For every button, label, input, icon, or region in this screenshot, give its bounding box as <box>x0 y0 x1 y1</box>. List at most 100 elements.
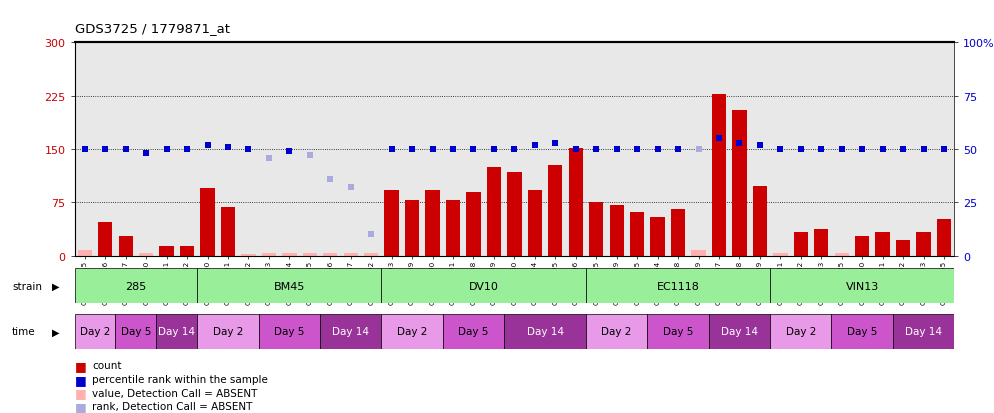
Point <box>629 146 645 153</box>
Bar <box>282 253 296 256</box>
Text: VIN13: VIN13 <box>846 281 879 291</box>
Point <box>465 146 481 153</box>
Point <box>281 149 297 155</box>
Bar <box>528 191 542 256</box>
Bar <box>75 268 197 304</box>
Bar <box>650 217 665 256</box>
Bar <box>442 314 504 349</box>
Point <box>896 146 911 153</box>
Text: count: count <box>92 361 122 370</box>
Text: Day 5: Day 5 <box>274 326 304 337</box>
Point <box>711 136 727 142</box>
Bar <box>692 250 706 256</box>
Text: value, Detection Call = ABSENT: value, Detection Call = ABSENT <box>92 388 257 398</box>
Bar <box>242 254 255 256</box>
Text: ■: ■ <box>75 400 86 413</box>
Bar <box>893 314 954 349</box>
Bar <box>589 203 603 256</box>
Bar <box>258 314 320 349</box>
Text: time: time <box>12 327 36 337</box>
Bar <box>159 247 174 256</box>
Bar <box>630 212 644 256</box>
Bar <box>507 172 522 256</box>
Bar <box>835 253 849 256</box>
Point <box>77 146 92 153</box>
Bar <box>75 314 115 349</box>
Text: ▶: ▶ <box>52 327 60 337</box>
Text: BM45: BM45 <box>273 281 305 291</box>
Text: EC1118: EC1118 <box>657 281 700 291</box>
Text: ■: ■ <box>75 386 86 399</box>
Point <box>548 140 564 147</box>
Point <box>732 140 747 147</box>
Bar <box>773 253 787 256</box>
Bar <box>916 233 930 256</box>
Bar <box>569 148 582 256</box>
Text: Day 14: Day 14 <box>527 326 564 337</box>
Bar <box>382 268 586 304</box>
Text: Day 14: Day 14 <box>158 326 196 337</box>
Bar <box>197 314 258 349</box>
Text: GDS3725 / 1779871_at: GDS3725 / 1779871_at <box>75 22 230 35</box>
Point <box>670 146 686 153</box>
Text: Day 14: Day 14 <box>721 326 758 337</box>
Text: rank, Detection Call = ABSENT: rank, Detection Call = ABSENT <box>92 401 252 411</box>
Text: percentile rank within the sample: percentile rank within the sample <box>92 374 268 384</box>
Bar <box>261 253 276 256</box>
Bar <box>770 268 954 304</box>
Bar <box>896 240 911 256</box>
Bar <box>382 314 442 349</box>
Bar <box>221 208 236 256</box>
Text: ■: ■ <box>75 359 86 372</box>
Text: Day 2: Day 2 <box>785 326 816 337</box>
Point <box>608 146 624 153</box>
Bar <box>752 187 767 256</box>
Bar <box>425 190 439 256</box>
Point <box>179 146 195 153</box>
Point <box>405 146 420 153</box>
Point <box>363 231 379 238</box>
Point <box>445 146 461 153</box>
Text: Day 2: Day 2 <box>80 326 110 337</box>
Bar <box>709 314 770 349</box>
Text: 285: 285 <box>125 281 146 291</box>
Point <box>117 146 133 153</box>
Text: Day 5: Day 5 <box>663 326 693 337</box>
Text: Day 5: Day 5 <box>847 326 878 337</box>
Bar <box>364 253 379 256</box>
Bar <box>405 201 419 256</box>
Text: Day 14: Day 14 <box>906 326 942 337</box>
Bar <box>115 314 156 349</box>
Bar <box>586 268 770 304</box>
Point <box>751 142 767 149</box>
Bar <box>793 233 808 256</box>
Bar <box>320 314 382 349</box>
Point <box>915 146 931 153</box>
Point <box>691 146 707 153</box>
Bar <box>586 314 647 349</box>
Bar <box>733 111 746 256</box>
Bar <box>385 190 399 256</box>
Point <box>875 146 891 153</box>
Bar <box>98 222 112 256</box>
Point <box>261 155 277 161</box>
Point <box>302 153 318 159</box>
Text: ■: ■ <box>75 373 86 386</box>
Point <box>650 146 666 153</box>
Text: Day 14: Day 14 <box>332 326 369 337</box>
Bar <box>832 314 893 349</box>
Bar <box>487 167 501 256</box>
Point <box>813 146 829 153</box>
Text: Day 5: Day 5 <box>458 326 489 337</box>
Point <box>159 146 175 153</box>
Bar <box>504 314 586 349</box>
Point <box>343 185 359 191</box>
Bar <box>78 250 91 256</box>
Point <box>97 146 113 153</box>
Bar <box>156 314 197 349</box>
Bar <box>770 314 832 349</box>
Point <box>936 146 952 153</box>
Text: Day 5: Day 5 <box>120 326 151 337</box>
Bar <box>876 233 890 256</box>
Bar <box>671 210 685 256</box>
